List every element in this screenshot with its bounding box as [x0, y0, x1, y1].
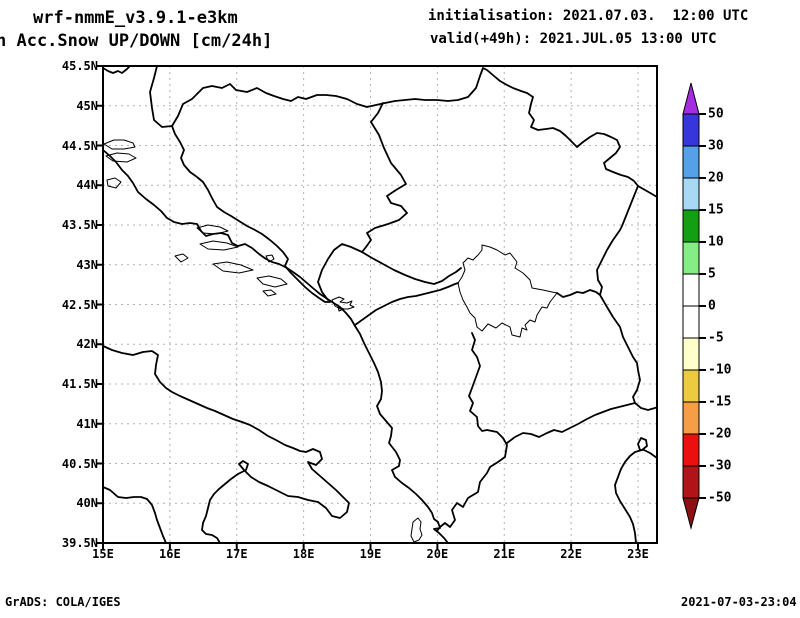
border-albania-macedonia-greece: [436, 332, 508, 532]
colorbar: [682, 82, 706, 530]
bay-of-kotor-coast: [331, 296, 355, 312]
coastline-greece-aegean: [614, 437, 657, 543]
colorbar-segment: [682, 433, 700, 467]
valid-time-label: valid(+49h): 2021.JUL.05 13:00 UTC: [430, 31, 717, 47]
x-tick-label: 19E: [359, 547, 382, 561]
colorbar-segment: [682, 305, 700, 339]
x-tick-label: 20E: [426, 547, 449, 561]
y-tick-label: 42N: [76, 337, 98, 352]
adriatic-islands: [103, 139, 423, 543]
colorbar-segment: [682, 113, 700, 147]
x-tick-label: 23E: [627, 547, 649, 561]
product-title: n Acc.Snow UP/DOWN [cm/24h]: [0, 31, 273, 51]
grads-credit: GrADS: COLA/IGES: [5, 595, 121, 609]
colorbar-segment: [682, 177, 700, 211]
kosovo-border: [457, 244, 558, 338]
colorbar-level-label: -15: [708, 394, 732, 410]
x-tick-label: 21E: [493, 547, 516, 561]
colorbar-level-label: 15: [708, 202, 724, 218]
y-tick-label: 40N: [76, 496, 98, 511]
y-tick-label: 45.5N: [61, 59, 98, 73]
y-tick-label: 39.5N: [61, 536, 98, 550]
x-tick-label: 22E: [560, 547, 582, 561]
colorbar-segment: [682, 209, 700, 243]
colorbar-level-label: 30: [708, 138, 724, 154]
colorbar-level-label: 10: [708, 234, 724, 250]
colorbar-level-label: -50: [708, 490, 732, 506]
colorbar-segment: [682, 465, 700, 499]
colorbar-segment: [682, 369, 700, 403]
border-bosnia-serbia-drina: [361, 102, 408, 253]
colorbar-segment: [682, 273, 700, 307]
border-serbia-bulgaria: [596, 185, 657, 411]
border-croatia-danube-serbia: [149, 66, 657, 198]
model-title: wrf-nmmE_v3.9.1-e3km: [33, 8, 238, 28]
colorbar-level-label: 20: [708, 170, 724, 186]
x-tick-label: 15E: [92, 547, 114, 561]
initialisation-label: initialisation: 2021.07.03. 12:00 UTC: [428, 8, 749, 24]
colorbar-arrow-up: [682, 82, 700, 115]
border-serbia-montenegro: [361, 251, 462, 285]
x-tick-label: 17E: [225, 547, 248, 561]
creation-timestamp: 2021-07-03-23:04: [681, 595, 797, 609]
border-croatia-bosnia: [171, 125, 331, 303]
colorbar-arrow-down: [682, 497, 700, 530]
colorbar-level-label: 5: [708, 266, 716, 282]
colorbar-level-label: 0: [708, 298, 716, 314]
y-tick-label: 41N: [76, 416, 98, 431]
x-tick-label: 18E: [292, 547, 315, 561]
grid-layer: [103, 66, 657, 543]
x-tick-label: 16E: [159, 547, 181, 561]
y-tick-label: 40.5N: [61, 456, 98, 471]
y-tick-label: 43N: [76, 257, 98, 272]
coastline-italy-adriatic: [103, 345, 350, 543]
colorbar-level-label: -10: [708, 362, 732, 378]
axis-ticks: [96, 65, 640, 550]
colorbar-level-label: -20: [708, 426, 732, 442]
coastline-trieste-hook: [103, 66, 131, 74]
y-tick-label: 42.5N: [61, 297, 98, 312]
border-montenegro-albania: [354, 282, 459, 326]
colorbar-segment: [682, 401, 700, 435]
y-tick-label: 41.5N: [61, 377, 98, 391]
colorbar-level-label: -30: [708, 458, 732, 474]
colorbar-segment: [682, 145, 700, 179]
border-bosnia-montenegro: [317, 243, 363, 301]
y-tick-label: 43.5N: [61, 218, 98, 232]
border-macedonia-greece: [506, 402, 636, 444]
y-tick-label: 44.5N: [61, 138, 98, 153]
border-serbia-macedonia: [556, 289, 601, 298]
colorbar-level-label: 50: [708, 106, 724, 122]
coastline-adriatic-east: [103, 149, 449, 543]
colorbar-segment: [682, 241, 700, 275]
y-tick-label: 44N: [76, 178, 98, 193]
coastline-italy-calabria: [103, 486, 167, 543]
colorbar-segment: [682, 337, 700, 371]
map-geography: [103, 66, 657, 543]
colorbar-level-label: -5: [708, 330, 724, 346]
y-tick-label: 45N: [76, 98, 98, 113]
